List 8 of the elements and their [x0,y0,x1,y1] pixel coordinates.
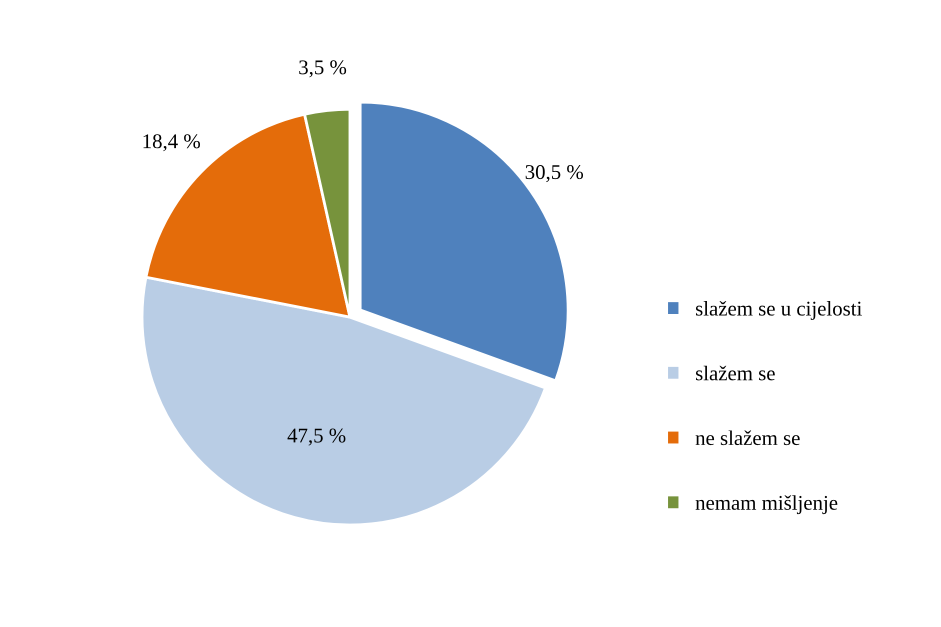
data-label: 30,5 % [526,165,584,182]
data-label: 3,5 % [299,60,346,78]
legend-label: slažem se u cijelosti [696,300,862,320]
data-label: 18,4 % [144,134,200,152]
legend-label: ne slažem se [696,430,800,446]
legend-label: slažem se [696,366,775,380]
legend-label: nemam mišljenje [696,495,838,514]
data-label: 47,5 % [288,428,346,446]
